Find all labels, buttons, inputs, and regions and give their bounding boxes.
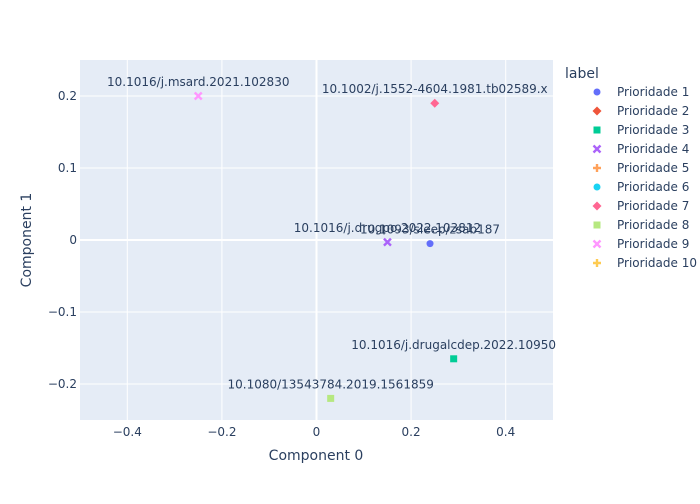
y-tick-labels: −0.2 −0.1 0 0.1 0.2 — [48, 89, 77, 391]
x-axis-title: Component 0 — [269, 448, 364, 464]
point-label: 10.1093/sleep/zsab187 — [360, 223, 500, 237]
legend: Prioridade 1 Prioridade 2 Prioridade 3 Prio… — [592, 85, 697, 270]
data-point — [383, 237, 392, 247]
legend-marker — [593, 164, 601, 172]
legend-marker — [592, 144, 602, 154]
legend-label: Prioridade 10 — [617, 256, 697, 270]
x-tick-labels: −0.4 −0.2 0 0.2 0.4 — [113, 425, 516, 439]
legend-title: label — [565, 66, 599, 82]
zero-lines — [80, 60, 553, 420]
legend-label: Prioridade 7 — [617, 199, 689, 213]
legend-label: Prioridade 2 — [617, 104, 689, 118]
legend-marker — [593, 183, 601, 191]
legend-marker — [593, 221, 601, 229]
legend-marker — [593, 126, 601, 134]
data-point — [327, 394, 335, 402]
y-axis-title: Component 1 — [19, 193, 35, 288]
legend-item[interactable]: Prioridade 1 — [593, 85, 690, 99]
legend-item[interactable]: Prioridade 8 — [593, 218, 690, 232]
point-labels: 10.1093/sleep/zsab187 10.1016/j.drugalcde… — [107, 75, 556, 391]
legend-item[interactable]: Prioridade 2 — [592, 104, 690, 118]
legend-marker — [592, 106, 602, 116]
y-tick-label: −0.2 — [48, 377, 77, 391]
legend-item[interactable]: Prioridade 10 — [593, 256, 697, 270]
legend-marker — [593, 259, 601, 267]
legend-label: Prioridade 9 — [617, 237, 689, 251]
legend-item[interactable]: Prioridade 7 — [592, 199, 690, 213]
point-label: 10.1016/j.msard.2021.102830 — [107, 75, 289, 89]
point-label: 10.1002/j.1552-4604.1981.tb02589.x — [322, 82, 548, 96]
x-tick-label: 0.2 — [402, 425, 421, 439]
x-tick-label: −0.2 — [207, 425, 236, 439]
legend-marker — [593, 88, 601, 96]
legend-item[interactable]: Prioridade 4 — [592, 142, 690, 156]
y-tick-label: 0.1 — [58, 161, 77, 175]
data-point — [426, 240, 434, 248]
data-points — [193, 91, 458, 402]
legend-label: Prioridade 4 — [617, 142, 689, 156]
x-tick-label: −0.4 — [113, 425, 142, 439]
y-tick-label: 0 — [69, 233, 77, 247]
legend-item[interactable]: Prioridade 3 — [593, 123, 690, 137]
data-point — [430, 98, 440, 108]
legend-label: Prioridade 3 — [617, 123, 689, 137]
legend-item[interactable]: Prioridade 9 — [592, 237, 690, 251]
point-label: 10.1016/j.drugalcdep.2022.10950 — [351, 338, 556, 352]
data-point — [450, 355, 458, 363]
legend-marker — [592, 201, 602, 211]
x-tick-label: 0 — [313, 425, 321, 439]
y-tick-label: −0.1 — [48, 305, 77, 319]
legend-marker — [592, 239, 602, 249]
legend-item[interactable]: Prioridade 5 — [593, 161, 689, 175]
x-tick-label: 0.4 — [496, 425, 515, 439]
point-label: 10.1016/j.drugpo.2022.103812 — [294, 221, 481, 235]
point-label: 10.1080/13543784.2019.1561859 — [228, 377, 434, 391]
legend-item[interactable]: Prioridade 6 — [593, 180, 690, 194]
legend-label: Prioridade 1 — [617, 85, 689, 99]
legend-label: Prioridade 6 — [617, 180, 689, 194]
data-point — [193, 91, 203, 101]
legend-label: Prioridade 5 — [617, 161, 689, 175]
legend-label: Prioridade 8 — [617, 218, 689, 232]
y-tick-label: 0.2 — [58, 89, 77, 103]
